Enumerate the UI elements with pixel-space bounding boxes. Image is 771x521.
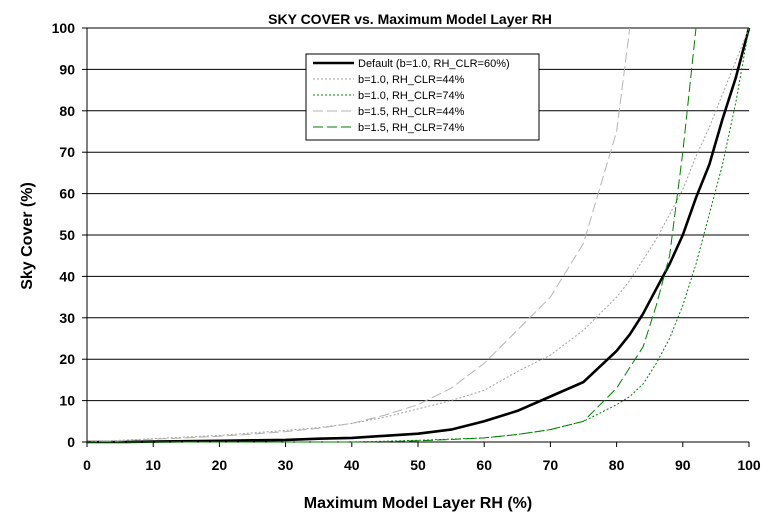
y-tick-label-4: 40 <box>59 268 75 284</box>
y-tick-label-9: 90 <box>59 61 75 77</box>
legend-label-1: b=1.0, RH_CLR=44% <box>358 74 465 86</box>
y-tick-label-0: 0 <box>67 434 75 450</box>
y-tick-label-8: 80 <box>59 103 75 119</box>
x-tick-label-7: 70 <box>543 457 559 473</box>
legend-label-0: Default (b=1.0, RH_CLR=60%) <box>358 58 510 70</box>
series-line-1 <box>86 27 750 443</box>
y-tick-label-6: 60 <box>59 186 75 202</box>
y-tick-label-2: 20 <box>59 351 75 367</box>
legend-box <box>305 53 540 141</box>
x-axis-title: Maximum Model Layer RH (%) <box>304 495 532 512</box>
x-tick-label-0: 0 <box>83 457 91 473</box>
x-tick-label-4: 40 <box>344 457 360 473</box>
chart-title: SKY COVER vs. Maximum Model Layer RH <box>268 11 552 27</box>
x-tick-label-3: 30 <box>278 457 294 473</box>
y-tick-label-1: 10 <box>59 393 75 409</box>
series-lines <box>86 27 751 444</box>
x-tick-label-2: 20 <box>212 457 228 473</box>
x-tick-label-6: 60 <box>476 457 492 473</box>
x-tick-labels: 0 10 20 30 40 50 60 70 80 90 100 <box>83 457 761 473</box>
x-tick-label-5: 50 <box>410 457 426 473</box>
legend-label-4: b=1.5, RH_CLR=74% <box>358 122 465 134</box>
x-tick-label-1: 10 <box>145 457 161 473</box>
y-tick-label-5: 50 <box>59 227 75 243</box>
y-tick-labels: 0 10 20 30 40 50 60 70 80 90 100 <box>52 20 76 450</box>
legend-label-2: b=1.0, RH_CLR=74% <box>358 90 465 102</box>
y-axis-title: Sky Cover (%) <box>19 182 36 290</box>
y-tick-label-10: 100 <box>52 20 76 36</box>
series-line-4 <box>87 27 697 443</box>
y-tick-label-3: 30 <box>59 310 75 326</box>
y-tick-label-7: 70 <box>59 144 75 160</box>
series-line-0 <box>87 27 751 444</box>
series-line-3 <box>86 27 631 443</box>
x-tick-label-8: 80 <box>609 457 625 473</box>
grid-lines <box>87 27 749 402</box>
x-tick-label-9: 90 <box>675 457 691 473</box>
x-tick-label-10: 100 <box>737 457 761 473</box>
legend-label-3: b=1.5, RH_CLR=44% <box>358 106 465 118</box>
legend: Default (b=1.0, RH_CLR=60%) b=1.0, RH_CLR… <box>305 53 540 141</box>
